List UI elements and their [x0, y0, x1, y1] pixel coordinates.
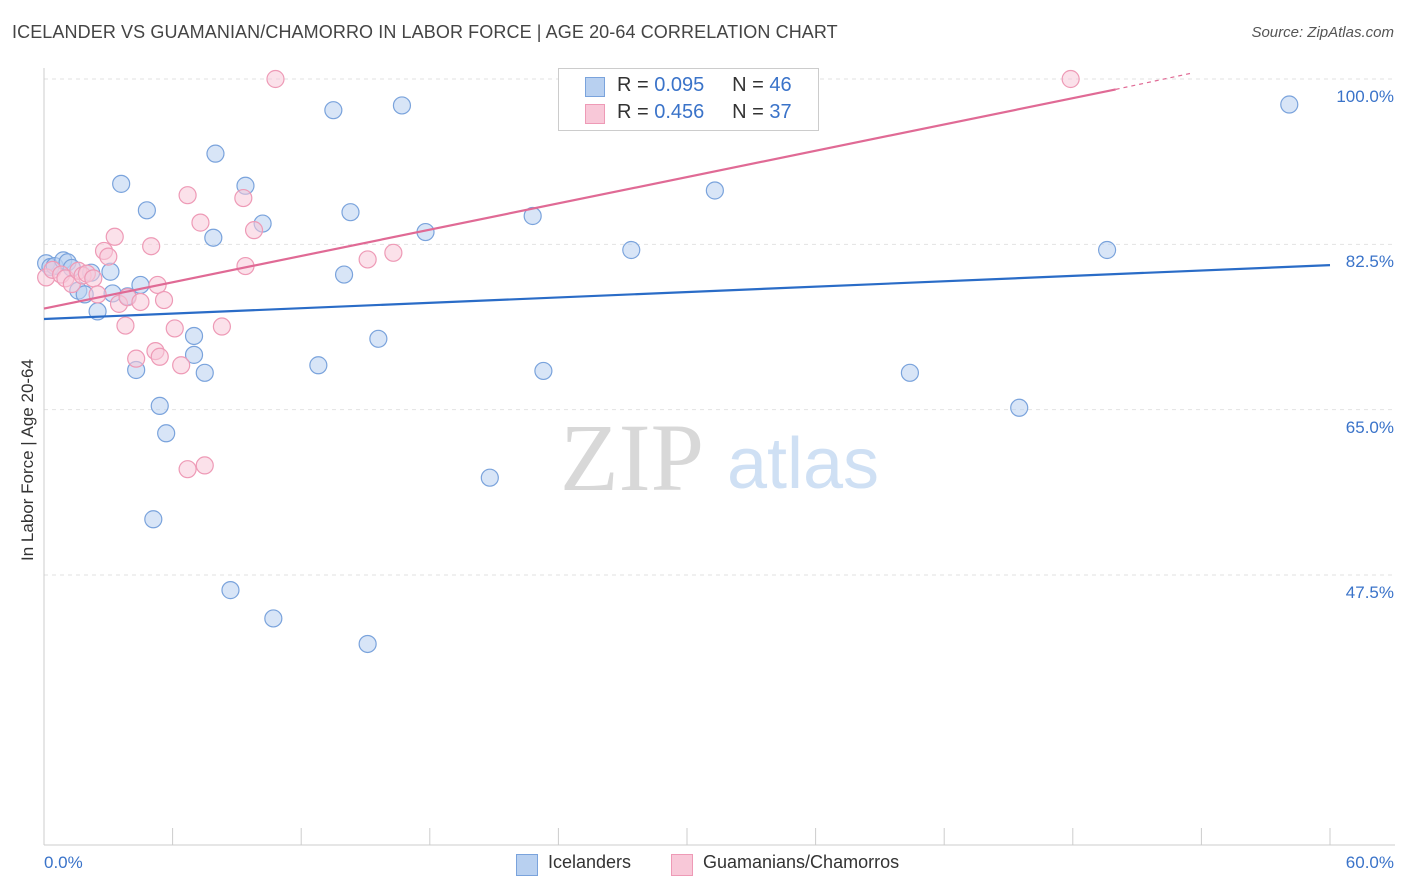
- y-tick-label: 47.5%: [1345, 583, 1394, 602]
- legend-r-value: 0.456: [654, 101, 705, 123]
- legend-r-label: R =: [617, 74, 649, 96]
- guamanian-point: [1061, 69, 1080, 89]
- guamanian-point: [212, 317, 231, 336]
- legend-label-guamanians: Guamanians/Chamorros: [703, 852, 900, 872]
- icelander-point: [480, 468, 499, 487]
- trend-lines: [43, 72, 1331, 321]
- icelander-point: [900, 363, 920, 382]
- icelander-point: [309, 356, 328, 375]
- icelander-point: [101, 262, 120, 281]
- gridlines: [44, 78, 1395, 576]
- icelander-point: [622, 240, 641, 260]
- x-tick-min: 0.0%: [44, 853, 83, 872]
- guamanian-point: [131, 292, 150, 312]
- guamanian-point: [266, 69, 285, 89]
- guamanian-point: [244, 221, 264, 240]
- icelander-point: [264, 609, 283, 628]
- guamanian-point: [178, 186, 197, 205]
- y-tick-label: 100.0%: [1336, 87, 1394, 106]
- legend-swatch-blue: [585, 77, 605, 97]
- icelander-point: [1097, 240, 1117, 260]
- guamanian-point: [150, 347, 169, 366]
- legend-swatch-guamanians: [671, 854, 693, 876]
- icelander-point: [112, 174, 131, 193]
- guamanian-point: [178, 460, 197, 479]
- y-tick-label: 65.0%: [1345, 417, 1394, 437]
- guamanian-point: [165, 319, 184, 338]
- guamanian-point: [191, 213, 210, 232]
- y-tick-label: 82.5%: [1345, 252, 1394, 272]
- icelander-point: [341, 203, 360, 222]
- icelander-point: [705, 181, 724, 200]
- guamanian-trend-line: [43, 88, 1116, 310]
- watermark-atlas: atlas: [727, 424, 879, 504]
- icelander-point: [221, 581, 240, 600]
- chart-title: ICELANDER VS GUAMANIAN/CHAMORRO IN LABOR…: [12, 22, 838, 42]
- guamanian-point: [154, 290, 174, 310]
- icelander-point: [334, 265, 354, 284]
- legend-n-value: 37: [769, 101, 792, 123]
- legend-n-label: N =: [732, 101, 764, 123]
- icelander-point: [534, 361, 553, 381]
- icelander-point: [358, 634, 377, 654]
- guamanian-trend-extension: [1115, 72, 1191, 90]
- legend-r-value: 0.095: [654, 74, 705, 96]
- correlation-legend: R = 0.095 N = 46 R = 0.456 N = 37: [558, 68, 819, 131]
- legend-swatch-pink: [585, 104, 605, 124]
- guamanian-point: [172, 356, 191, 375]
- source-label: Source: ZipAtlas.com: [1251, 24, 1394, 41]
- icelander-point: [206, 144, 225, 163]
- icelander-point: [184, 326, 204, 346]
- guamanian-point: [84, 269, 103, 288]
- guamanian-point: [234, 188, 253, 208]
- guamanian-point: [127, 349, 146, 368]
- legend-n-label: N =: [732, 74, 764, 96]
- legend-n-value: 46: [769, 74, 792, 96]
- legend-swatch-icelanders: [516, 854, 538, 876]
- guamanian-point: [358, 250, 377, 269]
- icelander-point: [324, 101, 343, 120]
- legend-label-icelanders: Icelanders: [548, 852, 632, 872]
- icelander-point: [392, 96, 412, 115]
- x-tick-max: 60.0%: [1345, 853, 1394, 872]
- guamanian-point: [116, 316, 135, 335]
- data-points: [37, 69, 1299, 654]
- icelander-point: [1280, 95, 1299, 114]
- guamanian-point: [105, 227, 124, 246]
- guamanian-point: [99, 247, 118, 266]
- guamanian-point: [142, 237, 161, 256]
- guamanian-point: [195, 456, 214, 475]
- icelander-point: [137, 201, 156, 220]
- icelander-point: [1010, 398, 1029, 417]
- icelander-point: [204, 228, 223, 247]
- guamanian-point: [384, 243, 403, 262]
- icelander-trend-line: [43, 264, 1331, 321]
- icelander-point: [523, 206, 542, 226]
- axes: [43, 68, 1395, 846]
- icelander-point: [157, 424, 176, 443]
- icelander-point: [184, 345, 204, 364]
- icelander-point: [195, 363, 214, 382]
- legend-r-label: R =: [617, 101, 649, 123]
- guamanian-point: [88, 285, 107, 304]
- watermark: ZIP atlas: [560, 404, 879, 511]
- icelander-point: [144, 510, 163, 529]
- icelander-point: [369, 329, 388, 348]
- icelander-point: [150, 396, 169, 415]
- watermark-zip: ZIP: [560, 404, 704, 511]
